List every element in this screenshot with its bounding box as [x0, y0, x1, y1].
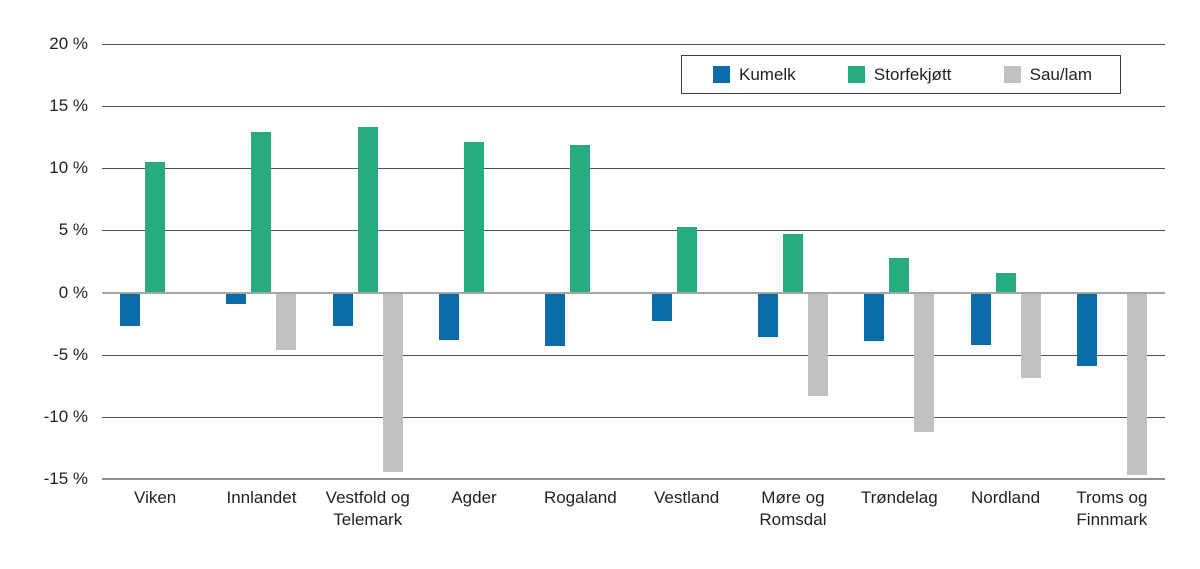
- bar-kumelk-vestfold-og-telemark: [332, 292, 353, 327]
- bar-storfekj-tt-viken: [145, 162, 166, 293]
- bar-kumelk-nordland: [970, 292, 991, 345]
- bar-sau-lam-innlandet: [276, 292, 297, 350]
- bar-group-innlandet: [208, 44, 314, 479]
- zero-line: [102, 291, 1165, 294]
- x-axis-label: Vestland: [654, 488, 720, 507]
- y-tick-label: -15 %: [43, 469, 88, 488]
- gridline: [102, 230, 1165, 232]
- bar-storfekj-tt-tr-ndelag: [889, 257, 910, 293]
- gridline: [102, 354, 1165, 356]
- x-axis-labels: Viken Innlandet Vestfold og Telemark Agder R…: [102, 487, 1165, 547]
- bar-storfekj-tt-nordland: [995, 272, 1016, 293]
- bar-group-vestland: [634, 44, 740, 479]
- bar-kumelk-tr-ndelag: [864, 292, 885, 342]
- legend-label-sau-lam: Sau/lam: [1029, 64, 1092, 84]
- x-axis-label: Vestfold og Telemark: [325, 488, 410, 529]
- gridline: [102, 416, 1165, 418]
- legend-swatch-kumelk-icon: [713, 66, 730, 83]
- bar-kumelk-vestland: [651, 292, 672, 322]
- x-axis-label: Innlandet: [226, 488, 297, 507]
- bar-group-nordland: [952, 44, 1058, 479]
- bar-kumelk-troms-og-finnmark: [1076, 292, 1097, 366]
- legend-item-kumelk: Kumelk: [713, 65, 796, 85]
- bar-sau-lam-nordland: [1020, 292, 1041, 379]
- gridline: [102, 168, 1165, 170]
- bar-storfekj-tt-rogaland: [570, 144, 591, 293]
- y-tick-label: 20 %: [49, 34, 88, 53]
- x-axis-label: Rogaland: [543, 488, 617, 507]
- bar-storfekj-tt-vestland: [676, 226, 697, 293]
- gridline: [102, 44, 1165, 45]
- y-tick-label: -10 %: [43, 406, 88, 426]
- bar-group-m-re-og-romsdal: [740, 44, 846, 479]
- legend-swatch-storfekjott-icon: [847, 66, 865, 83]
- bar-storfekj-tt-m-re-og-romsdal: [782, 234, 803, 293]
- x-axis-label: Agder: [451, 488, 497, 507]
- bar-group-agder: [421, 44, 527, 479]
- bar-group-viken: [102, 44, 208, 479]
- bar-group-rogaland: [527, 44, 633, 479]
- gridline: [102, 106, 1165, 108]
- bar-group-troms-og-finnmark: [1059, 44, 1165, 479]
- bar-kumelk-innlandet: [226, 292, 247, 304]
- y-axis-labels: 20 % 15 % 10 % 5 % 0 % -5 % -10 % -15 %: [0, 34, 88, 488]
- y-tick-label: 0 %: [58, 282, 88, 302]
- bar-kumelk-viken: [120, 292, 141, 327]
- bar-group-vestfold-og-telemark: [315, 44, 421, 479]
- legend-swatch-sau-lam-icon: [1003, 66, 1021, 83]
- bar-storfekj-tt-agder: [464, 142, 485, 293]
- legend-label-storfekjott: Storfekjøtt: [873, 64, 952, 84]
- gridline: [102, 478, 1165, 480]
- bar-kumelk-rogaland: [545, 292, 566, 346]
- legend-item-storfekjott: Storfekjøtt: [847, 64, 952, 85]
- x-axis-label: Troms og Finnmark: [1076, 488, 1148, 529]
- x-axis-label: Viken: [134, 488, 177, 507]
- plot-area: [102, 44, 1165, 480]
- bar-sau-lam-m-re-og-romsdal: [807, 292, 828, 396]
- legend: Kumelk Storfekjøtt Sau/lam: [681, 55, 1121, 94]
- bar-sau-lam-tr-ndelag: [914, 292, 935, 432]
- bar-sau-lam-vestfold-og-telemark: [382, 292, 403, 472]
- bar-sau-lam-troms-og-finnmark: [1126, 292, 1147, 476]
- bar-storfekj-tt-innlandet: [251, 132, 272, 293]
- legend-item-sau-lam: Sau/lam: [1003, 64, 1092, 85]
- y-tick-label: 5 %: [58, 220, 88, 240]
- y-tick-label: 10 %: [49, 158, 88, 178]
- bar-storfekj-tt-vestfold-og-telemark: [357, 127, 378, 293]
- x-axis-label: Nordland: [971, 488, 1041, 507]
- y-tick-label: 15 %: [49, 96, 88, 116]
- bar-kumelk-m-re-og-romsdal: [757, 292, 778, 338]
- bar-kumelk-agder: [439, 292, 460, 340]
- bar-group-tr-ndelag: [846, 44, 952, 479]
- legend-label-kumelk: Kumelk: [739, 64, 796, 84]
- x-axis-label: Møre og Romsdal: [759, 488, 827, 529]
- x-axis-label: Trøndelag: [860, 488, 938, 507]
- y-tick-label: -5 %: [53, 344, 88, 364]
